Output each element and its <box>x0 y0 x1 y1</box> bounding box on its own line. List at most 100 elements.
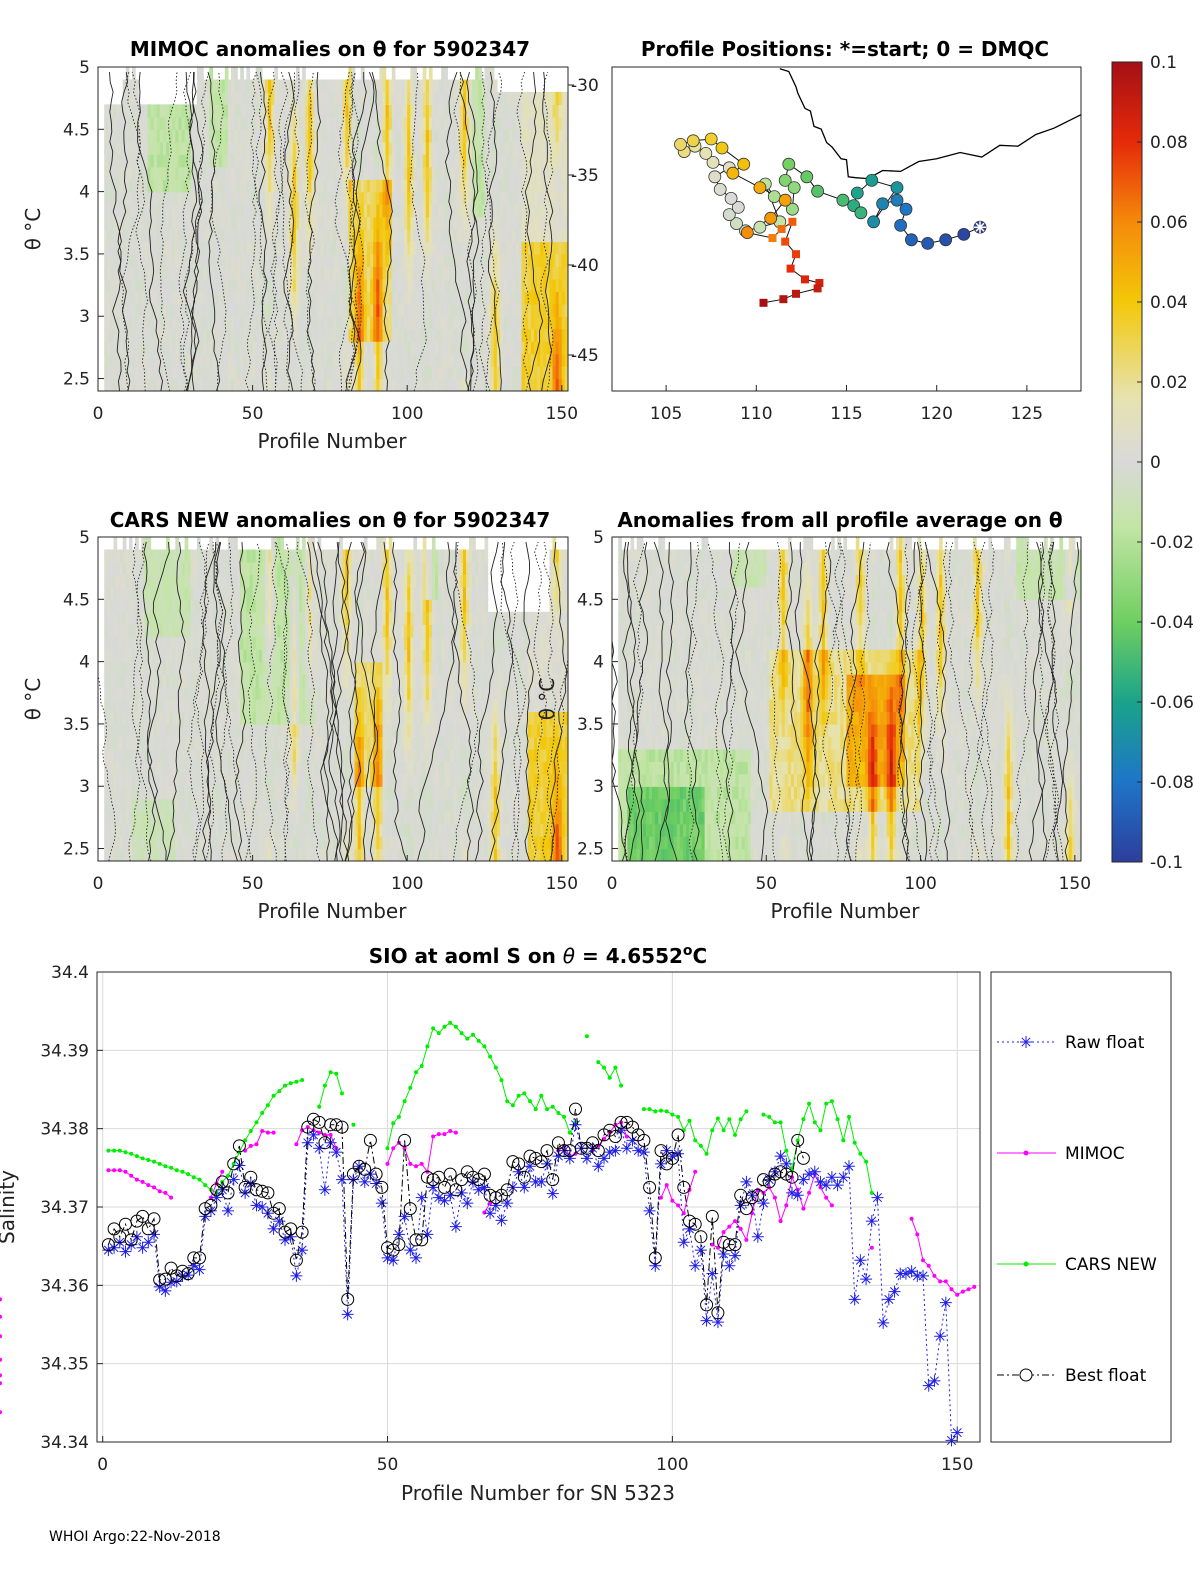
heatmap-cell <box>317 266 322 280</box>
heatmap-cell <box>150 674 155 688</box>
heatmap-cell <box>144 216 149 230</box>
heatmap-cell <box>150 549 155 563</box>
heatmap-cell <box>286 191 291 205</box>
heatmap-cell <box>162 798 167 812</box>
heatmap-cell <box>249 129 254 143</box>
heatmap-cell <box>258 278 263 292</box>
heatmap-cell <box>237 204 241 218</box>
heatmap-cell <box>540 154 544 168</box>
heatmap-cell <box>500 366 504 380</box>
x-tick-label: 0 <box>93 404 104 424</box>
heatmap-cell <box>314 241 319 255</box>
heatmap-cell <box>215 624 220 638</box>
heatmap-cell <box>215 848 220 861</box>
heatmap-cell <box>162 599 167 613</box>
heatmap-cell <box>221 699 226 713</box>
heatmap-cell <box>564 291 568 305</box>
heatmap-cell <box>261 229 266 243</box>
heatmap-cell <box>150 328 155 342</box>
heatmap-cell <box>413 291 418 305</box>
heatmap-cell <box>234 699 238 713</box>
heatmap-cell <box>209 291 213 305</box>
heatmap-cell <box>268 241 272 255</box>
heatmap-cell <box>252 241 257 255</box>
heatmap-cell <box>422 191 427 205</box>
heatmap-cell <box>125 811 130 825</box>
heatmap-cell <box>153 291 158 305</box>
heatmap-cell <box>107 328 111 342</box>
heatmap-cell <box>181 341 186 355</box>
heatmap-cell <box>175 266 179 280</box>
heatmap-cell <box>407 341 411 355</box>
heatmap-cell <box>478 179 482 193</box>
heatmap-cell <box>162 711 167 725</box>
heatmap-cell <box>472 216 476 230</box>
heatmap-cell <box>530 266 535 280</box>
heatmap-cell <box>500 116 504 130</box>
heatmap-cell <box>172 711 176 725</box>
heatmap-cell <box>466 278 470 292</box>
heatmap-cell <box>376 129 380 143</box>
heatmap-cell <box>132 216 136 230</box>
heatmap-cell <box>280 129 285 143</box>
heatmap-cell <box>292 179 297 193</box>
heatmap-cell <box>107 378 111 391</box>
heatmap-cell <box>156 549 161 563</box>
heatmap-cell <box>410 328 414 342</box>
heatmap-cell <box>147 129 152 143</box>
heatmap-cell <box>308 179 312 193</box>
heatmap-cell <box>159 141 164 155</box>
heatmap-cell <box>410 129 414 143</box>
heatmap-cell <box>530 278 535 292</box>
heatmap-cell <box>187 266 192 280</box>
heatmap-cell <box>326 79 331 93</box>
heatmap-cell <box>255 216 260 230</box>
heatmap-cell <box>509 104 513 118</box>
heatmap-cell <box>166 229 170 243</box>
heatmap-cell <box>422 328 427 342</box>
heatmap-cell <box>141 191 145 205</box>
heatmap-cell <box>200 116 204 130</box>
heatmap-cell <box>564 378 568 391</box>
heatmap-cell <box>190 291 195 305</box>
heatmap-cell <box>469 141 473 155</box>
heatmap-cell <box>110 179 115 193</box>
heatmap-cell <box>509 179 513 193</box>
heatmap-cell <box>521 116 526 130</box>
heatmap-cell <box>144 836 149 850</box>
heatmap-cell <box>475 191 479 205</box>
heatmap-cell <box>200 624 204 638</box>
heatmap-cell <box>166 378 170 391</box>
heatmap-cell <box>116 798 121 812</box>
heatmap-cell <box>184 836 189 850</box>
heatmap-cell <box>252 266 257 280</box>
heatmap-cell <box>289 166 294 180</box>
heatmap-cell <box>159 241 164 255</box>
heatmap-cell <box>416 166 421 180</box>
heatmap-cell <box>258 241 263 255</box>
heatmap-cell <box>224 191 229 205</box>
heatmap-cell <box>280 216 285 230</box>
heatmap-cell <box>246 253 251 267</box>
heatmap-cell <box>490 341 495 355</box>
heatmap-cell <box>469 191 473 205</box>
heatmap-cell <box>128 636 133 650</box>
heatmap-cell <box>512 341 516 355</box>
heatmap-cell <box>515 229 520 243</box>
heatmap-cell <box>348 316 353 330</box>
heatmap-cell <box>410 191 414 205</box>
heatmap-cell <box>478 129 482 143</box>
heatmap-cell <box>144 786 149 800</box>
heatmap-cell <box>425 328 430 342</box>
heatmap-cell <box>255 229 260 243</box>
heatmap-cell <box>469 241 473 255</box>
heatmap-cell <box>200 341 204 355</box>
heatmap-cell <box>221 353 226 367</box>
heatmap-cell <box>540 91 544 105</box>
heatmap-cell <box>190 378 195 391</box>
heatmap-cell <box>221 91 226 105</box>
heatmap-cell <box>342 241 346 255</box>
heatmap-cell <box>295 179 300 193</box>
heatmap-cell <box>166 116 170 130</box>
heatmap-cell <box>280 341 285 355</box>
